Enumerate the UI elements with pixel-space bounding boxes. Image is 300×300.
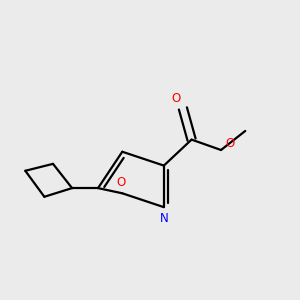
Text: O: O [171,92,181,105]
Text: O: O [225,136,234,150]
Text: N: N [160,212,168,225]
Text: O: O [116,176,125,189]
